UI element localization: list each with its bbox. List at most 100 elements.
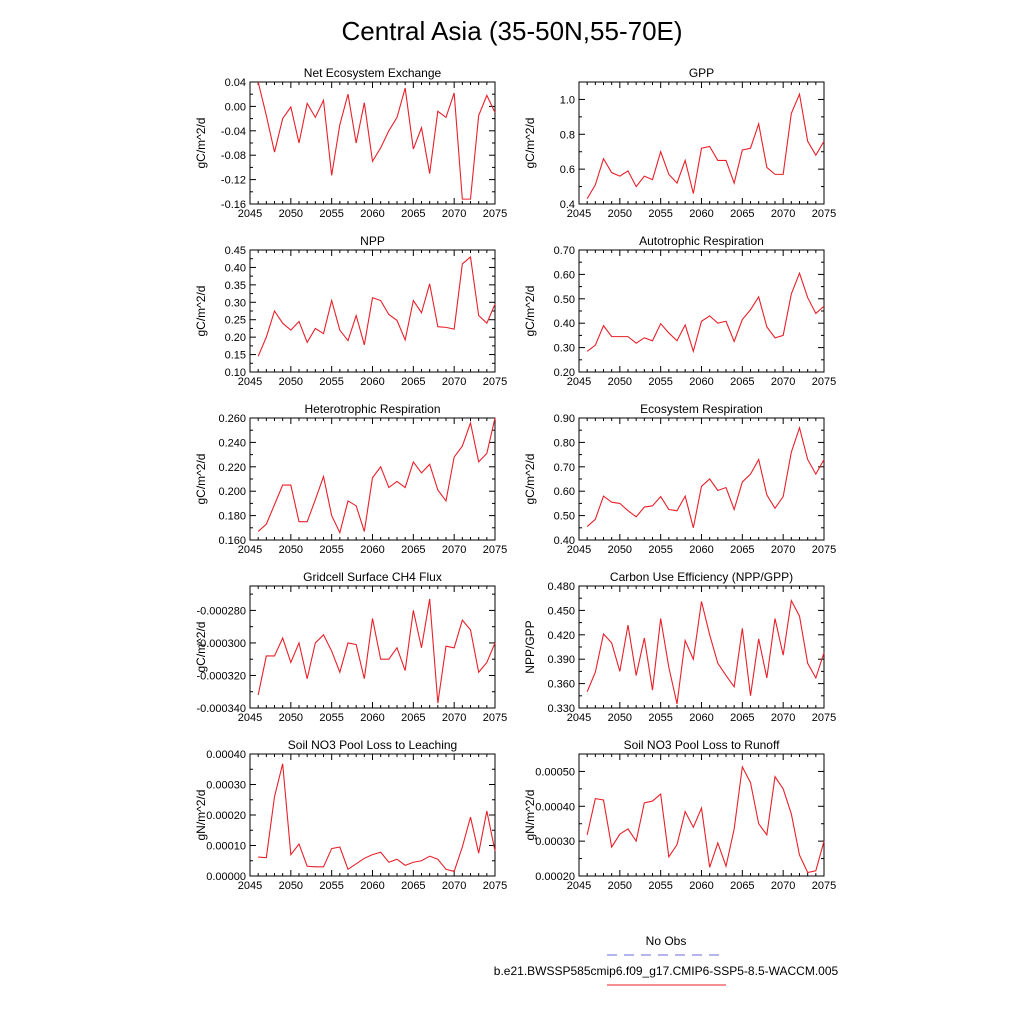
x-tick-label: 2055 [319, 544, 343, 556]
y-tick-label: 0.45 [225, 245, 246, 257]
x-tick-label: 2075 [812, 880, 836, 892]
x-tick-label: 2045 [567, 208, 591, 220]
panel-title: Soil NO3 Pool Loss to Leaching [288, 738, 457, 752]
x-tick-label: 2045 [238, 712, 262, 724]
y-axis-label: gC/m^2/d [194, 454, 208, 505]
y-axis-label: gC/m^2/d [523, 118, 537, 169]
panels: 2045 2050 2055 2060 2065 2070 2075 -0.16 -0.12 -0… [194, 66, 836, 892]
x-tick-label: 2060 [360, 544, 384, 556]
series-line [586, 425, 825, 528]
x-tick-label: 2050 [608, 880, 632, 892]
y-tick-label: -0.000320 [196, 670, 246, 682]
x-tick-label: 2050 [279, 544, 303, 556]
y-tick-label: -0.12 [221, 175, 246, 187]
y-tick-label: 0.00020 [206, 810, 246, 822]
x-tick-label: 2070 [442, 880, 466, 892]
x-tick-label: 2045 [238, 376, 262, 388]
x-tick-label: 2055 [319, 712, 343, 724]
x-tick-label: 2050 [279, 880, 303, 892]
y-tick-label: 0.00020 [535, 871, 575, 883]
x-tick-label: 2060 [360, 712, 384, 724]
x-tick-label: 2075 [483, 544, 507, 556]
y-tick-label: 0.00000 [206, 871, 246, 883]
x-tick-label: 2055 [648, 208, 672, 220]
x-tick-label: 2075 [483, 208, 507, 220]
x-tick-label: 2055 [319, 376, 343, 388]
x-tick-label: 2050 [608, 208, 632, 220]
figure-title: Central Asia (35-50N,55-70E) [341, 16, 682, 46]
y-tick-label: -0.000280 [196, 605, 246, 617]
x-tick-label: 2075 [483, 712, 507, 724]
panel-3: 2045 2050 2055 2060 2065 2070 2075 0.10 0.15 0.20… [194, 234, 507, 388]
y-tick-label: 0.30 [225, 297, 246, 309]
y-tick-label: 0.450 [547, 605, 575, 617]
x-tick-label: 2060 [360, 376, 384, 388]
x-tick-label: 2050 [279, 208, 303, 220]
y-tick-label: 0.00040 [206, 749, 246, 761]
x-tick-label: 2050 [279, 376, 303, 388]
x-tick-label: 2065 [730, 880, 754, 892]
y-axis-label: gC/m^2/d [523, 454, 537, 505]
series-line [586, 598, 825, 705]
y-tick-label: -0.08 [221, 150, 246, 162]
y-axis-label: gN/m^2/d [523, 790, 537, 841]
series-line [586, 765, 825, 874]
x-tick-label: 2050 [608, 712, 632, 724]
legend-label: No Obs [646, 934, 687, 948]
x-tick-label: 2075 [483, 880, 507, 892]
x-tick-label: 2045 [567, 880, 591, 892]
y-tick-label: 0.04 [225, 77, 246, 89]
x-tick-label: 2055 [648, 544, 672, 556]
y-tick-label: 0.220 [218, 462, 246, 474]
x-tick-label: 2065 [401, 544, 425, 556]
panel-7: 2045 2050 2055 2060 2065 2070 2075 -0.000340 -0.… [194, 570, 507, 724]
y-axis-label: gC/m^2/d [523, 286, 537, 337]
series-line [586, 92, 825, 200]
x-tick-label: 2070 [771, 208, 795, 220]
y-tick-label: 0.180 [218, 511, 246, 523]
panel-title: Ecosystem Respiration [640, 402, 763, 416]
panel-title: Soil NO3 Pool Loss to Runoff [624, 738, 781, 752]
y-tick-label: 0.00 [225, 101, 246, 113]
x-tick-label: 2070 [442, 712, 466, 724]
x-tick-label: 2050 [608, 376, 632, 388]
series-line [257, 81, 496, 200]
y-tick-label: 0.20 [554, 367, 575, 379]
x-tick-label: 2075 [483, 376, 507, 388]
y-tick-label: 0.240 [218, 437, 246, 449]
x-tick-label: 2060 [689, 712, 713, 724]
y-axis-label: NPP/GPP [523, 620, 537, 673]
x-tick-label: 2075 [812, 376, 836, 388]
y-tick-label: 0.6 [560, 164, 575, 176]
y-tick-label: 0.00050 [535, 766, 575, 778]
y-tick-label: 0.00030 [206, 780, 246, 792]
x-tick-label: 2045 [238, 208, 262, 220]
y-tick-label: 0.15 [225, 350, 246, 362]
x-tick-label: 2065 [401, 376, 425, 388]
panel-title: Autotrophic Respiration [639, 234, 764, 248]
x-tick-label: 2075 [812, 208, 836, 220]
y-tick-label: -0.16 [221, 199, 246, 211]
y-tick-label: 0.50 [554, 511, 575, 523]
y-tick-label: 0.60 [554, 486, 575, 498]
x-tick-label: 2060 [360, 208, 384, 220]
x-tick-label: 2065 [401, 880, 425, 892]
x-tick-label: 2075 [812, 544, 836, 556]
y-tick-label: 0.00040 [535, 801, 575, 813]
series-line [586, 271, 825, 354]
y-tick-label: 0.60 [554, 269, 575, 281]
legend-label: b.e21.BWSSP585cmip6.f09_g17.CMIP6-SSP5-8… [494, 964, 839, 978]
y-tick-label: 0.00030 [535, 836, 575, 848]
x-tick-label: 2055 [648, 376, 672, 388]
x-tick-label: 2070 [771, 544, 795, 556]
x-tick-label: 2070 [442, 376, 466, 388]
y-axis-label: gN/m^2/d [194, 790, 208, 841]
panel-title: NPP [360, 234, 385, 248]
x-tick-label: 2050 [608, 544, 632, 556]
x-tick-label: 2060 [689, 880, 713, 892]
x-tick-label: 2045 [567, 376, 591, 388]
y-tick-label: 0.330 [547, 703, 575, 715]
x-tick-label: 2065 [730, 712, 754, 724]
y-tick-label: 0.360 [547, 679, 575, 691]
